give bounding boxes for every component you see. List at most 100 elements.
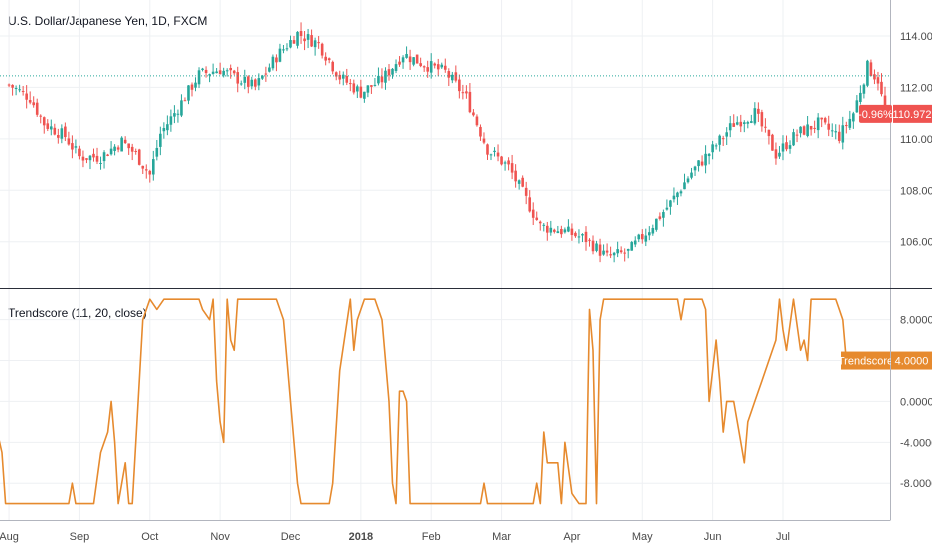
- candle: [567, 219, 570, 233]
- candle: [53, 123, 57, 136]
- candle-body: [285, 48, 289, 50]
- candle: [380, 68, 384, 89]
- candle: [574, 231, 577, 238]
- candle-body: [845, 125, 848, 127]
- candle: [704, 145, 707, 174]
- candle-body: [496, 152, 500, 157]
- candle: [500, 155, 503, 166]
- candle-body: [549, 227, 553, 233]
- candle: [327, 57, 331, 64]
- candle: [447, 68, 451, 87]
- candle: [837, 124, 841, 144]
- candle: [739, 114, 743, 133]
- trendscore-line: [0, 298, 848, 505]
- candle-body: [39, 115, 43, 117]
- candle-body: [809, 125, 813, 130]
- candle-body: [535, 217, 539, 220]
- candle: [401, 55, 405, 69]
- candle-body: [644, 235, 648, 242]
- change-badge-bg: [859, 104, 892, 123]
- candle-body: [778, 152, 781, 157]
- candle: [250, 76, 254, 90]
- candle: [799, 126, 802, 138]
- candle-body: [771, 134, 774, 151]
- candle: [359, 79, 363, 99]
- candle: [809, 125, 813, 136]
- candle-body: [538, 221, 542, 224]
- candle-body: [261, 75, 264, 79]
- candle: [39, 114, 43, 124]
- candle-body: [510, 163, 514, 173]
- candle: [127, 143, 130, 155]
- candle: [577, 229, 581, 244]
- candle: [489, 153, 493, 161]
- candle: [32, 96, 35, 108]
- candle-body: [883, 95, 887, 112]
- candles: [7, 22, 887, 263]
- candle-body: [211, 71, 215, 74]
- indicator-value-badge-text: 4.0000: [895, 356, 929, 368]
- candle: [152, 150, 155, 181]
- candle: [320, 42, 324, 59]
- candle: [95, 147, 99, 165]
- candle-body: [201, 68, 204, 70]
- candle: [588, 238, 591, 247]
- candle: [623, 248, 626, 262]
- candle-body: [465, 91, 468, 94]
- candle-body: [225, 70, 229, 72]
- candle-body: [155, 147, 159, 157]
- candle-body: [560, 228, 563, 235]
- candle: [651, 224, 655, 236]
- candle: [866, 59, 869, 88]
- candle: [271, 54, 275, 71]
- candle: [64, 122, 67, 142]
- candle-body: [718, 135, 721, 145]
- candle: [222, 67, 225, 78]
- candle-body: [704, 153, 707, 166]
- candle-body: [830, 130, 834, 132]
- candle-body: [49, 126, 53, 130]
- candle-body: [183, 100, 187, 102]
- candle-body: [500, 156, 503, 165]
- candle: [218, 62, 222, 75]
- candle-body: [190, 84, 194, 90]
- candle-body: [85, 158, 88, 160]
- candle-body: [447, 71, 451, 78]
- candle-body: [7, 84, 11, 86]
- candle-body: [760, 112, 764, 127]
- candle-body: [109, 148, 113, 155]
- candle: [341, 71, 345, 86]
- candle-body: [795, 134, 799, 136]
- candle-body: [176, 113, 180, 115]
- candle-body: [46, 123, 50, 129]
- candle: [236, 66, 240, 93]
- price-axis-labels: 114.000 112.000 110.000 108.000 106.000: [900, 31, 932, 249]
- candle-body: [799, 126, 802, 134]
- candle: [524, 181, 528, 205]
- candle-body: [363, 91, 366, 99]
- candle-body: [239, 83, 243, 85]
- candle: [468, 83, 472, 114]
- candle: [725, 127, 728, 146]
- price-tick-label: 112.000: [900, 82, 932, 94]
- candle: [697, 160, 700, 172]
- candle-body: [324, 56, 327, 61]
- candle-body: [697, 160, 700, 167]
- candle-body: [507, 160, 510, 165]
- candle-body: [813, 127, 816, 129]
- candle-body: [215, 71, 218, 74]
- last-price-badge-bg: [893, 104, 932, 123]
- candle-body: [774, 149, 778, 159]
- candle-body: [598, 244, 602, 256]
- candle-body: [250, 79, 254, 87]
- candle-body: [398, 61, 401, 65]
- candle: [665, 199, 669, 211]
- candle-body: [746, 122, 750, 124]
- candle: [767, 129, 771, 145]
- candle: [169, 109, 173, 132]
- candle-body: [173, 113, 176, 117]
- candle-body: [524, 187, 528, 196]
- candle: [254, 78, 257, 91]
- candle-body: [232, 70, 236, 74]
